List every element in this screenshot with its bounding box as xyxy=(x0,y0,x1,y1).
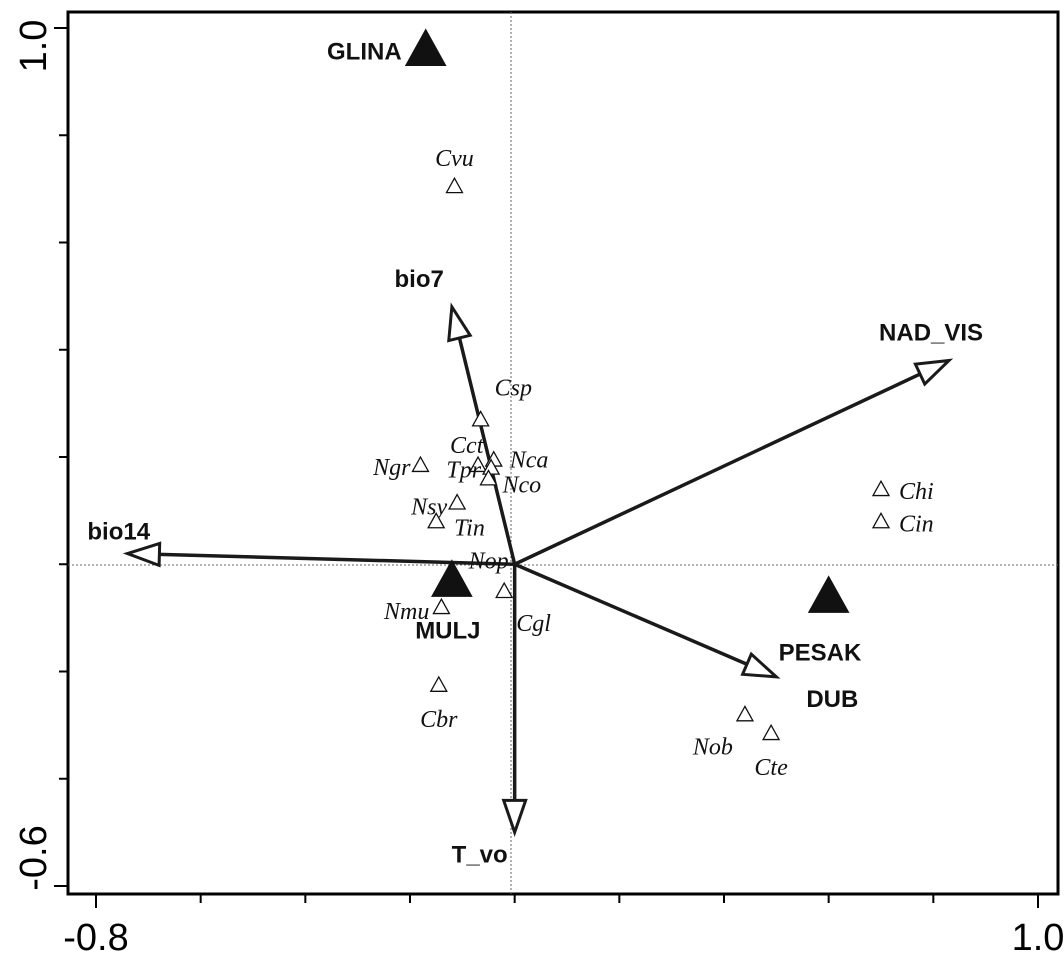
species-marker xyxy=(761,723,781,741)
plot-frame xyxy=(66,10,1060,896)
axis-ticks xyxy=(54,27,1039,908)
environmental-arrows: bio7 NAD_VIS bio14 DUB T_vo xyxy=(87,266,983,869)
species-marker xyxy=(429,675,448,692)
x-tick-label-min: -0.8 xyxy=(63,917,128,958)
species-label: Nco xyxy=(502,472,542,498)
centroid-label: GLINA xyxy=(327,38,402,65)
centroid-markers: GLINA MULJ PESAK xyxy=(327,28,862,666)
species-marker xyxy=(432,597,451,615)
species-label: Nca xyxy=(509,448,549,474)
species-label: Ngr xyxy=(372,455,411,481)
species-marker xyxy=(445,176,464,194)
species-label: Nop xyxy=(468,548,509,574)
arrow-label: T_vo xyxy=(452,841,508,868)
species-marker xyxy=(871,479,891,497)
arrow-head xyxy=(740,651,781,679)
species-label: Cte xyxy=(754,755,788,781)
species-label: Cbr xyxy=(420,707,458,733)
arrow-head xyxy=(913,358,954,387)
species-label: Cct xyxy=(450,433,485,459)
species-label: Nsy xyxy=(410,495,447,521)
arrow-head xyxy=(501,798,528,837)
arrow-head xyxy=(447,302,473,343)
species-label: Cgl xyxy=(516,611,551,637)
species-marker xyxy=(468,455,488,473)
arrow-shaft xyxy=(457,337,517,565)
species-marker xyxy=(471,410,490,427)
arrow-shaft xyxy=(513,372,921,566)
species-label: Tin xyxy=(454,515,485,541)
species-label: Cin xyxy=(899,511,934,537)
species-marker xyxy=(479,469,498,486)
arrow-shaft xyxy=(159,552,515,566)
species-label: Nmu xyxy=(383,599,429,625)
species-marker xyxy=(495,581,514,599)
arrow-label: DUB xyxy=(806,686,858,713)
species-marker xyxy=(871,512,891,529)
species-label: Tpr xyxy=(446,458,481,484)
centroid-marker xyxy=(431,559,473,597)
species-label: Cvu xyxy=(435,146,474,172)
centroid-marker xyxy=(807,575,850,613)
species-marker xyxy=(411,455,430,473)
species-markers: Cvu Csp Cct Nca Ngr Tpr Nco Nsy Tin Nop Nmu Cgl Cbr N… xyxy=(372,146,934,781)
arrow-label: bio14 xyxy=(87,519,150,546)
centroid-label: MULJ xyxy=(415,617,480,644)
x-tick-label-max: 1.0 xyxy=(1012,917,1064,958)
arrow-head xyxy=(122,541,162,568)
y-tick-label-min: -0.6 xyxy=(13,825,55,890)
arrow-label: NAD_VIS xyxy=(879,319,983,346)
species-label: Chi xyxy=(899,479,934,505)
centroid-label: PESAK xyxy=(779,639,862,666)
arrow-label: bio7 xyxy=(395,266,444,293)
species-marker xyxy=(427,512,446,529)
species-label: Nob xyxy=(692,734,733,760)
species-marker xyxy=(447,493,467,510)
y-tick-label-max: 1.0 xyxy=(13,20,55,73)
centroid-marker xyxy=(404,28,447,66)
arrow-shaft xyxy=(513,562,748,666)
species-label: Csp xyxy=(495,375,532,401)
species-marker xyxy=(735,705,755,722)
